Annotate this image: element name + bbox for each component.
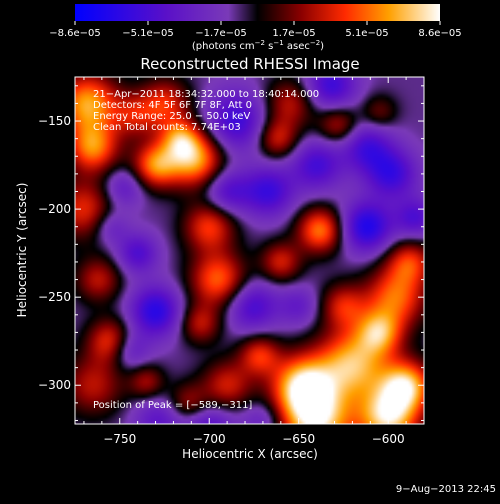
y-tick-label-3: −300: [38, 378, 71, 392]
plot-frame: [74, 76, 425, 425]
colorbar-unit-label: (photons cm−2 s−1 asec−2): [192, 39, 324, 52]
heatmap-image: [75, 77, 424, 424]
colorbar-tick-label-3: 1.7e−05: [272, 28, 315, 39]
colorbar-tick-label-0: −8.6e−05: [49, 28, 101, 39]
y-axis-ticks: −150 −200 −250 −300: [38, 85, 424, 421]
annotation-detectors: Detectors: 4F 5F 6F 7F 8F, Att 0: [93, 100, 252, 111]
colorbar-tick-label-4: 5.1e−05: [345, 28, 388, 39]
x-axis-label: Heliocentric X (arcsec): [182, 447, 318, 461]
colorbar-ticks: [74, 21, 441, 25]
x-tick-label-1: −700: [193, 432, 226, 446]
annotation-energy-range: Energy Range: 25.0 − 50.0 keV: [93, 111, 250, 122]
x-tick-label-3: −600: [372, 432, 405, 446]
annotation-algorithm-counts: Clean Total counts: 7.74E+03: [93, 122, 241, 133]
x-tick-label-0: −750: [103, 432, 136, 446]
colorbar-tick-label-5: 8.6e−05: [418, 28, 461, 39]
y-tick-label-0: −150: [38, 114, 71, 128]
x-axis-ticks: −750 −700 −650 −600: [83, 77, 425, 446]
footer-timestamp: 9−Aug−2013 22:45: [396, 484, 496, 495]
colorbar-tick-labels: −8.6e−05 −5.1e−05 −1.7e−05 1.7e−05 5.1e−…: [49, 28, 461, 39]
colorbar-tick-label-2: −1.7e−05: [195, 28, 247, 39]
y-tick-label-2: −250: [38, 290, 71, 304]
info-annotations: 21−Apr−2011 18:34:32.000 to 18:40:14.000…: [93, 89, 319, 411]
x-tick-label-2: −650: [282, 432, 315, 446]
annotation-time-range: 21−Apr−2011 18:34:32.000 to 18:40:14.000: [93, 89, 319, 100]
y-tick-label-1: −200: [38, 202, 71, 216]
colorbar: [75, 4, 440, 21]
annotation-peak-position: Position of Peak = [−589,−311]: [93, 400, 252, 411]
colorbar-tick-label-1: −5.1e−05: [122, 28, 174, 39]
y-axis-label: Heliocentric Y (arcsec): [15, 183, 29, 318]
chart-title: Reconstructed RHESSI Image: [140, 55, 359, 73]
